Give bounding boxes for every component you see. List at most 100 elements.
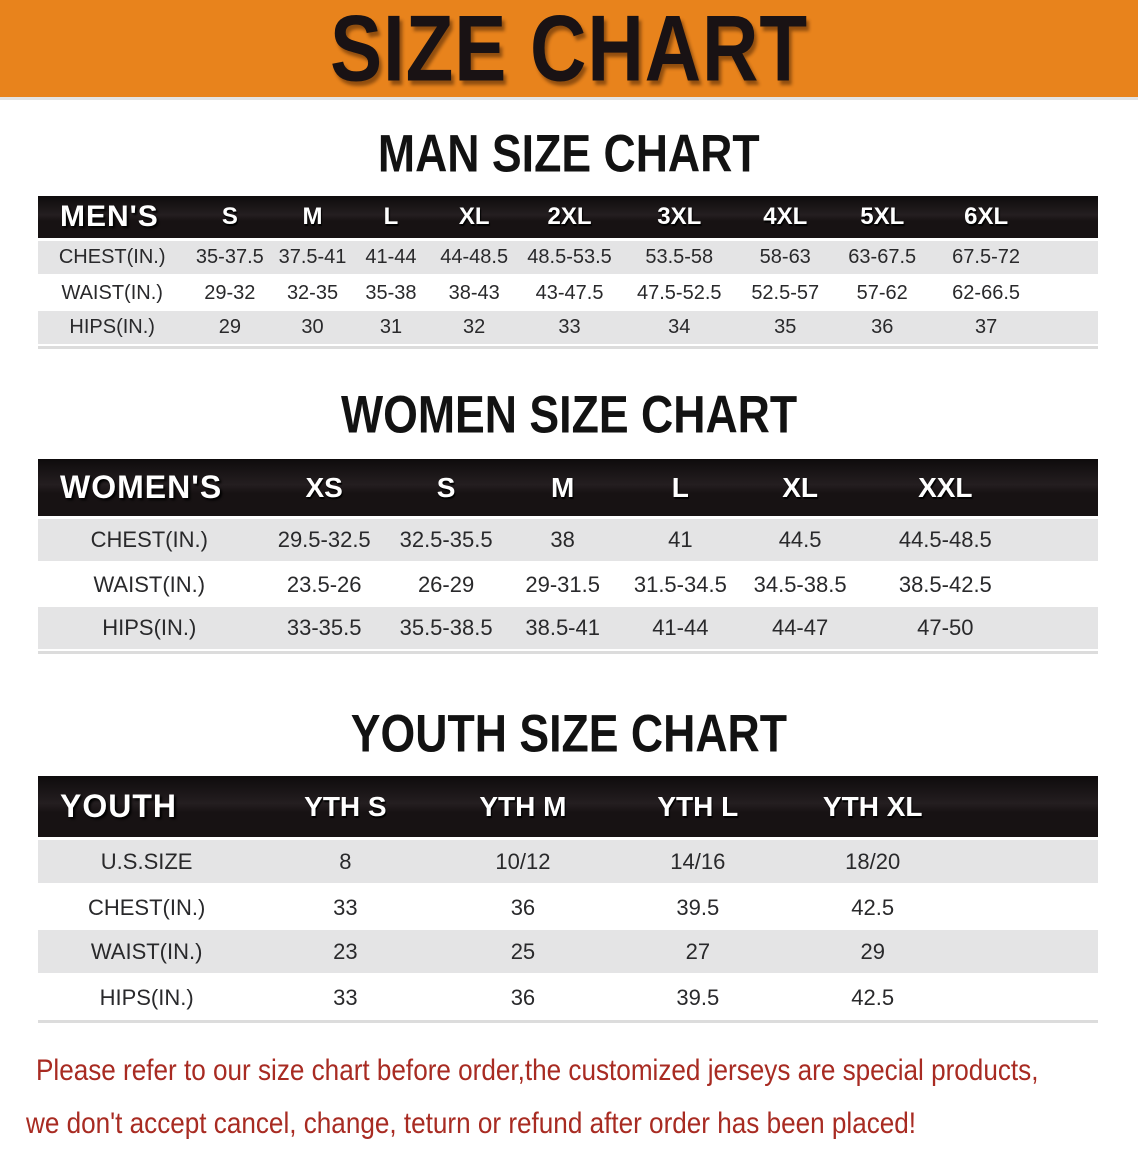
men-measurement-cell: 36 <box>871 316 894 338</box>
mens-size-table: MEN'S S M L XL 2XL 3XL 4XL 5XL 6XL CHEST(IN.) 35-37… <box>38 196 1098 349</box>
youth-row-label: WAIST(IN.) <box>90 938 203 964</box>
men-measurement-cell: 67.5-72 <box>952 246 1021 268</box>
youth-measurement-cell: 36 <box>510 984 536 1010</box>
women-measurement-cell: 29-31.5 <box>525 572 600 597</box>
men-header-row: MEN'S S M L XL 2XL 3XL 4XL 5XL 6XL <box>38 196 1098 241</box>
youth-size-column-header: YTH XL <box>822 790 923 822</box>
men-measurement-cell: 41-44 <box>365 246 417 268</box>
men-row-label: HIPS(IN.) <box>69 316 155 338</box>
men-size-column-header: 3XL <box>657 203 702 230</box>
youth-measurement-cell: 23 <box>333 938 358 964</box>
men-size-column-header: 2XL <box>547 203 592 230</box>
women-size-column-header: XS <box>305 471 343 503</box>
men-measurement-cell: 29 <box>218 316 241 338</box>
youth-measurement-cell: 39.5 <box>676 984 720 1010</box>
youth-measurement-cell: 25 <box>510 938 536 964</box>
men-size-column-header: S <box>221 203 238 230</box>
youth-measurement-row: CHEST(IN.) 33 36 39.5 42.5 <box>38 885 1098 930</box>
men-measurement-cell: 35-38 <box>365 282 417 304</box>
women-size-column-header: S <box>436 471 456 503</box>
women-measurement-cell: 32.5-35.5 <box>399 527 493 552</box>
women-size-column-header: XL <box>782 471 818 503</box>
men-measurement-cell: 58-63 <box>759 246 811 268</box>
women-size-column-header: M <box>551 471 575 503</box>
men-size-column-header: L <box>383 203 399 230</box>
women-row-label: HIPS(IN.) <box>102 615 197 640</box>
men-measurement-cell: 37 <box>974 316 998 338</box>
women-measurement-row: HIPS(IN.) 33-35.5 35.5-38.5 38.5-41 41-44 44-… <box>38 607 1098 651</box>
women-measurement-cell: 44.5 <box>778 527 822 552</box>
women-measurement-cell: 35.5-38.5 <box>399 615 493 640</box>
women-row-label: CHEST(IN.) <box>90 527 208 552</box>
youth-measurement-cell: 33 <box>333 984 358 1010</box>
women-measurement-cell: 33-35.5 <box>286 615 362 640</box>
youth-measurement-cell: 14/16 <box>670 848 726 874</box>
men-measurement-row: HIPS(IN.) 29 30 31 32 33 34 35 36 37 <box>38 311 1098 346</box>
youth-measurement-row: U.S.SIZE 8 10/12 14/16 18/20 <box>38 840 1098 885</box>
youth-measurement-cell: 18/20 <box>845 848 901 874</box>
women-size-chart-heading: WOMEN SIZE CHART <box>340 384 798 444</box>
women-measurement-cell: 38.5-41 <box>525 615 600 640</box>
women-table-label: WOMEN'S <box>60 469 223 505</box>
women-size-column-header: XXL <box>918 471 973 503</box>
men-measurement-cell: 37.5-41 <box>278 246 347 268</box>
youth-measurement-cell: 29 <box>860 938 885 964</box>
women-measurement-cell: 38 <box>550 527 575 552</box>
youth-measurement-cell: 33 <box>333 894 358 920</box>
youth-measurement-cell: 8 <box>339 848 352 874</box>
man-size-chart-heading: MAN SIZE CHART <box>378 123 760 183</box>
men-measurement-cell: 29-32 <box>204 282 256 304</box>
youth-size-column-header: YTH M <box>479 790 567 822</box>
men-measurement-cell: 57-62 <box>856 282 908 304</box>
men-measurement-cell: 53.5-58 <box>645 246 714 268</box>
women-row-label: WAIST(IN.) <box>93 572 206 597</box>
man-section-title: MAN SIZE CHART <box>0 123 1138 183</box>
youth-size-table: YOUTH YTH S YTH M YTH L YTH XL U.S.SIZE 8 10/12… <box>38 776 1098 1023</box>
men-measurement-cell: 52.5-57 <box>751 282 820 304</box>
women-measurement-cell: 31.5-34.5 <box>633 572 727 597</box>
men-measurement-cell: 32-35 <box>286 282 339 304</box>
women-measurement-cell: 23.5-26 <box>286 572 362 597</box>
size-chart-banner: SIZE CHART <box>0 0 1138 101</box>
youth-row-label: CHEST(IN.) <box>87 894 206 920</box>
women-measurement-row: CHEST(IN.) 29.5-32.5 32.5-35.5 38 41 44.5 44.5… <box>38 519 1098 563</box>
youth-measurement-cell: 39.5 <box>676 894 720 920</box>
womens-size-table: WOMEN'S XS S M L XL XXL CHEST(IN.) 29.5-32.5 32.5… <box>38 459 1098 654</box>
youth-size-column-header: YTH L <box>657 790 739 822</box>
men-measurement-row: CHEST(IN.) 35-37.5 37.5-41 41-44 44-48.5 48.5… <box>38 241 1098 276</box>
women-measurement-cell: 34.5-38.5 <box>753 572 847 597</box>
women-measurement-row: WAIST(IN.) 23.5-26 26-29 29-31.5 31.5-34.5 34… <box>38 563 1098 607</box>
women-measurement-cell: 41-44 <box>652 615 709 640</box>
men-row-label: CHEST(IN.) <box>58 246 166 268</box>
men-measurement-cell: 34 <box>668 316 691 338</box>
disclaimer-line-2: we don't accept cancel, change, teturn o… <box>26 1107 917 1140</box>
men-measurement-cell: 35-37.5 <box>195 246 264 268</box>
men-measurement-cell: 43-47.5 <box>535 282 604 304</box>
youth-table-label: YOUTH <box>60 788 177 824</box>
men-measurement-row: WAIST(IN.) 29-32 32-35 35-38 38-43 43-47.5 47.… <box>38 276 1098 311</box>
youth-size-chart-heading: YOUTH SIZE CHART <box>350 703 788 763</box>
youth-measurement-cell: 36 <box>510 894 536 920</box>
men-measurement-cell: 44-48.5 <box>440 246 509 268</box>
women-section-title: WOMEN SIZE CHART <box>0 384 1138 444</box>
men-measurement-cell: 33 <box>558 316 581 338</box>
disclaimer-line-1: Please refer to our size chart before or… <box>36 1054 1039 1087</box>
women-measurement-cell: 47-50 <box>917 615 974 640</box>
youth-row-label: U.S.SIZE <box>100 848 193 874</box>
women-measurement-cell: 44.5-48.5 <box>898 527 992 552</box>
youth-row-label: HIPS(IN.) <box>99 984 194 1010</box>
banner-title: SIZE CHART <box>329 0 809 101</box>
men-row-label: WAIST(IN.) <box>61 282 163 304</box>
men-size-column-header: 6XL <box>964 203 1009 230</box>
men-measurement-cell: 38-43 <box>448 282 500 304</box>
women-measurement-cell: 29.5-32.5 <box>277 527 371 552</box>
men-measurement-cell: 30 <box>301 316 324 338</box>
youth-size-column-header: YTH S <box>304 790 387 822</box>
men-measurement-cell: 47.5-52.5 <box>636 282 722 304</box>
women-measurement-cell: 26-29 <box>417 572 475 597</box>
men-table-label: MEN'S <box>60 200 159 233</box>
women-measurement-cell: 44-47 <box>771 615 829 640</box>
disclaimer-text: Please refer to our size chart before or… <box>0 1047 1138 1153</box>
youth-measurement-cell: 42.5 <box>851 984 895 1010</box>
men-measurement-cell: 63-67.5 <box>848 246 917 268</box>
